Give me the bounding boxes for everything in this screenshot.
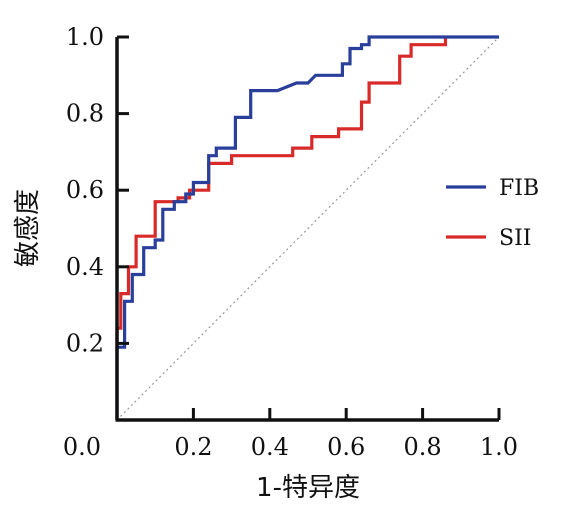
- y-axis-title: 敏感度: [13, 189, 43, 267]
- x-tick-label: 0.0: [63, 433, 101, 461]
- y-tick-label: 1.0: [66, 23, 104, 51]
- x-tick-label: 0.8: [404, 433, 442, 461]
- x-tick-label: 0.2: [174, 433, 212, 461]
- x-axis-title: 1-特异度: [256, 473, 360, 503]
- x-tick-label: 1.0: [480, 433, 518, 461]
- series-layer: [115, 35, 499, 420]
- series-line-sii: [115, 37, 448, 348]
- x-tick-label: 0.4: [251, 433, 289, 461]
- y-tick-label: 0.4: [66, 253, 104, 281]
- y-tick-label: 0.2: [66, 329, 104, 357]
- labels-layer: 1-特异度 敏感度: [13, 189, 360, 503]
- legend: FIB SII: [446, 176, 539, 251]
- series-line-fib: [115, 35, 499, 420]
- legend-label-fib: FIB: [499, 176, 539, 201]
- reference-diagonal-line: [116, 36, 500, 421]
- ticks-layer: 0.0 0.2 0.4 0.6 0.8 1.0 0.2 0.4 0.6 0.8 1.0: [63, 23, 518, 461]
- legend-label-sii: SII: [499, 226, 531, 251]
- y-tick-label: 0.6: [66, 176, 104, 204]
- x-tick-label: 0.6: [327, 433, 365, 461]
- axes-layer: [115, 37, 499, 422]
- y-tick-label: 0.8: [66, 100, 104, 128]
- reference-diagonal-layer: [116, 36, 500, 421]
